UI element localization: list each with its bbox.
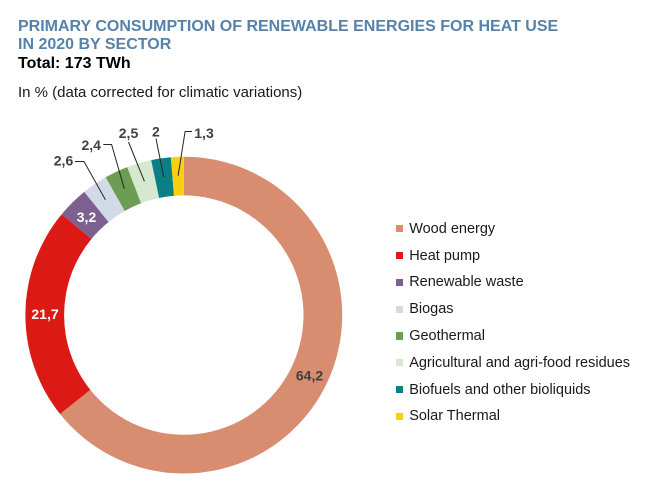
svg-text:2: 2 — [152, 123, 160, 139]
svg-text:2,4: 2,4 — [81, 137, 101, 153]
svg-text:3,2: 3,2 — [77, 209, 97, 225]
svg-text:2,6: 2,6 — [54, 153, 74, 169]
svg-text:1,3: 1,3 — [194, 125, 214, 141]
svg-text:64,2: 64,2 — [296, 368, 323, 384]
svg-text:2,5: 2,5 — [119, 125, 139, 141]
svg-text:21,7: 21,7 — [31, 306, 58, 322]
